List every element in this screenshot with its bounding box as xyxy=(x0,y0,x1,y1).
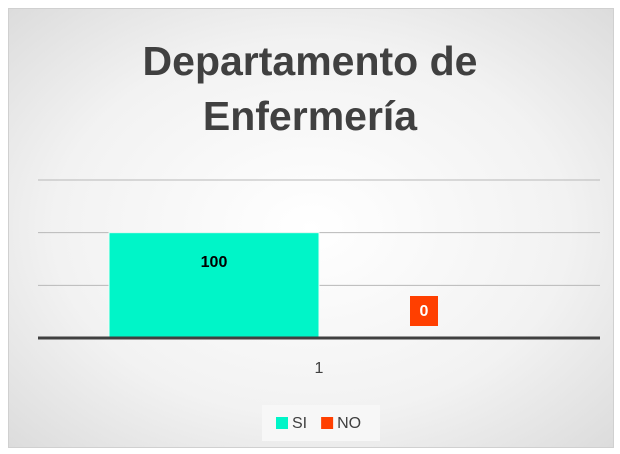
data-label: 100 xyxy=(201,254,228,271)
chart-area xyxy=(8,8,614,448)
legend: SI NO xyxy=(262,405,380,441)
legend-swatch xyxy=(276,417,288,429)
legend-label: SI xyxy=(292,415,307,432)
legend-label: NO xyxy=(337,415,361,432)
legend-swatch xyxy=(321,417,334,429)
data-label-box xyxy=(410,296,438,326)
x-tick-label: 1 xyxy=(315,360,324,377)
bar xyxy=(108,232,320,339)
data-label: 0 xyxy=(420,303,429,320)
chart-title: Departamento de Enfermería xyxy=(142,38,478,139)
